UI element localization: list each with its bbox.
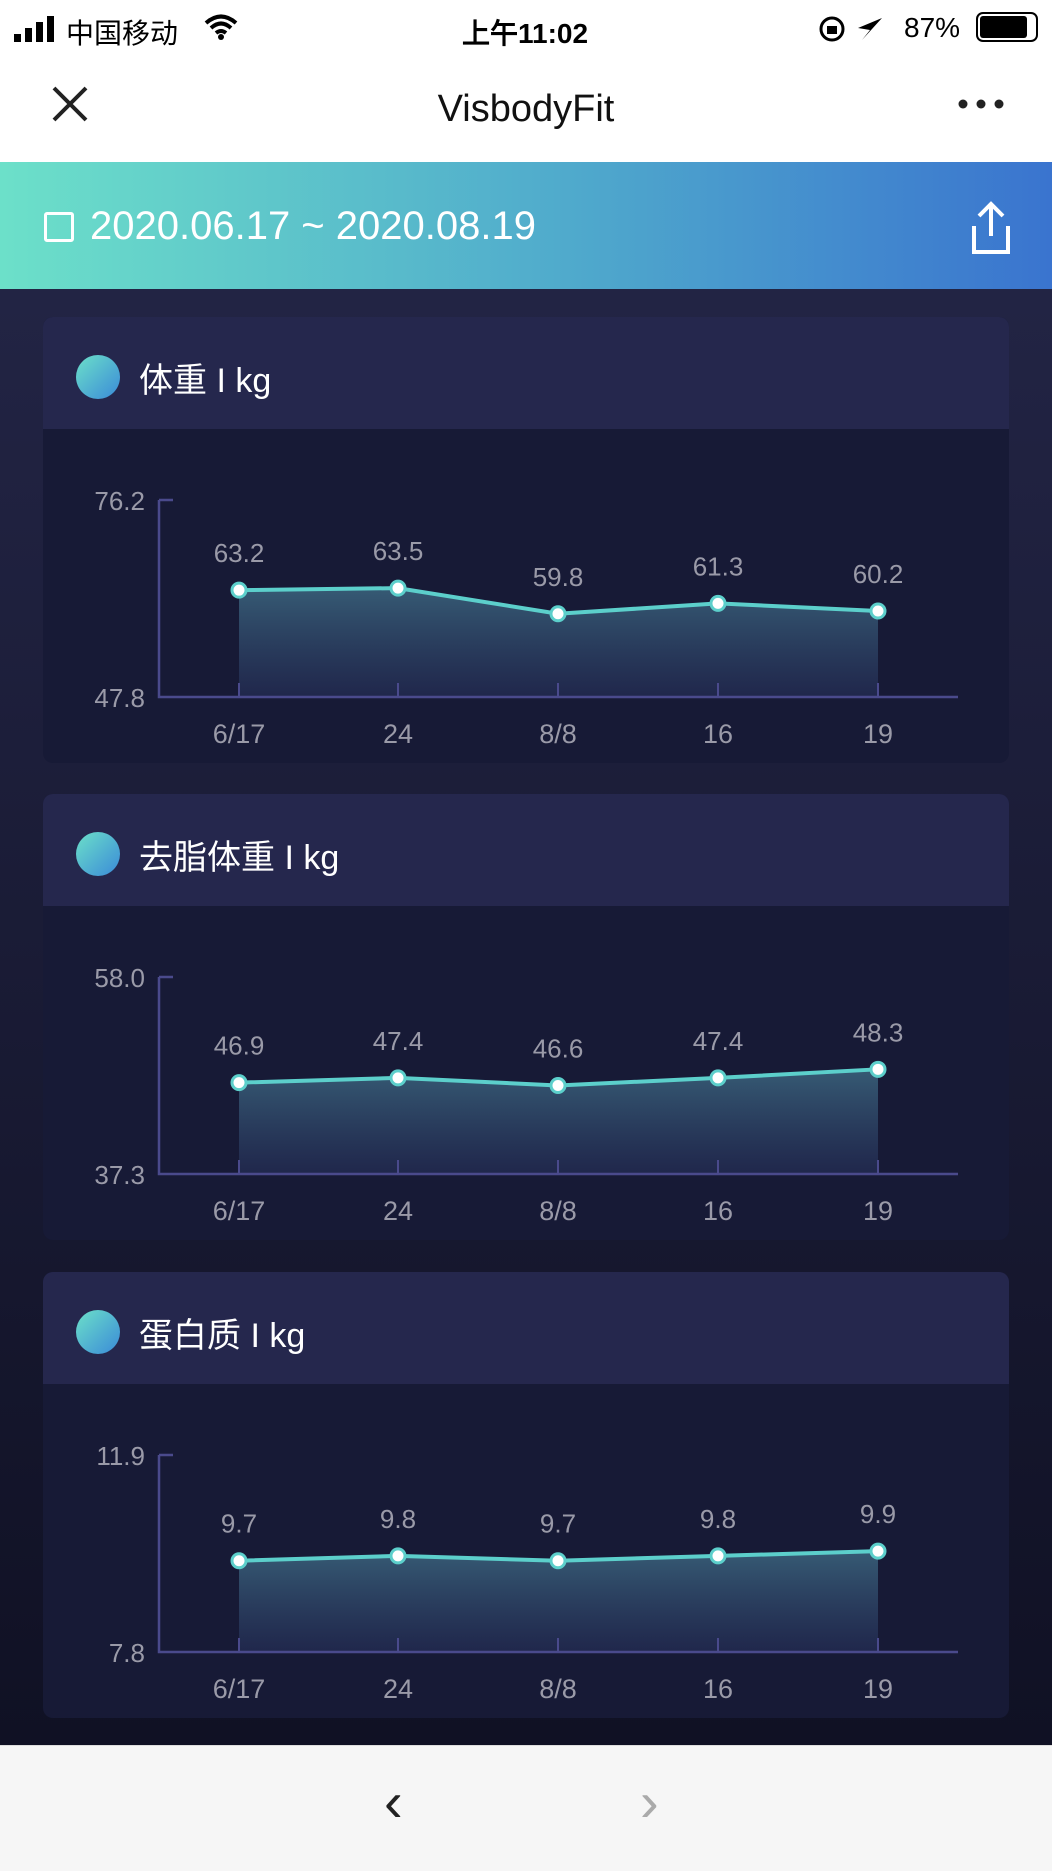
data-point <box>869 1060 887 1078</box>
data-point <box>389 1547 407 1565</box>
x-tick-label: 24 <box>383 719 413 749</box>
molecule-icon <box>76 1310 120 1354</box>
x-tick-label: 8/8 <box>539 1196 577 1226</box>
more-icon[interactable] <box>958 84 1004 124</box>
x-tick-label: 19 <box>863 1674 893 1704</box>
lean-mass-card: 去脂体重 I kg 58.0 37.3 46.9 6/17 47.4 24 46.6 8/8 4… <box>43 794 1009 1240</box>
signal-icon <box>14 16 54 42</box>
data-point <box>549 605 567 623</box>
data-point <box>549 1552 567 1570</box>
x-tick-label: 6/17 <box>213 719 266 749</box>
calendar-icon[interactable] <box>44 212 74 242</box>
y-tick-label: 76.2 <box>94 486 145 516</box>
data-point <box>709 1547 727 1565</box>
y-tick-label: 11.9 <box>96 1441 145 1471</box>
status-bar: 中国移动 上午11:02 87% <box>0 0 1052 60</box>
data-label: 47.4 <box>693 1026 744 1056</box>
card-title: 去脂体重 I kg <box>139 839 340 877</box>
data-label: 63.5 <box>373 536 424 566</box>
data-point <box>389 1069 407 1087</box>
data-label: 9.7 <box>221 1509 257 1539</box>
weight-card: 体重 I kg 76.2 47.8 63.2 6/17 63.5 24 59.8 8/8 61.… <box>43 317 1009 763</box>
area-fill <box>239 588 878 697</box>
data-label: 63.2 <box>214 538 265 568</box>
data-label: 59.8 <box>533 562 584 592</box>
data-label: 9.8 <box>380 1504 416 1534</box>
data-label: 60.2 <box>853 559 904 589</box>
data-point <box>230 1074 248 1092</box>
x-tick-label: 6/17 <box>213 1196 266 1226</box>
date-range-banner: 2020.06.17 ~ 2020.08.19 <box>0 162 1052 289</box>
chart-svg: 58.0 37.3 46.9 6/17 47.4 24 46.6 8/8 47.4 16 48.3 1… <box>94 963 958 1226</box>
x-tick-label: 16 <box>703 719 733 749</box>
axis-lines <box>157 975 958 1176</box>
axis-lines <box>157 1453 958 1654</box>
bottom-toolbar: ‹ › <box>0 1745 1052 1871</box>
data-point <box>230 1552 248 1570</box>
share-icon[interactable] <box>966 200 1016 256</box>
x-tick-label: 8/8 <box>539 1674 577 1704</box>
close-icon[interactable] <box>50 84 90 124</box>
area-fill <box>239 1069 878 1174</box>
y-tick-label: 7.8 <box>109 1638 145 1668</box>
data-point <box>709 1069 727 1087</box>
x-tick-label: 19 <box>863 719 893 749</box>
data-label: 9.9 <box>860 1499 896 1529</box>
data-label: 47.4 <box>373 1026 424 1056</box>
page-title: VisbodyFit <box>437 88 615 130</box>
battery-percent: 87% <box>904 12 961 43</box>
charts-area: 体重 I kg 76.2 47.8 63.2 6/17 63.5 24 59.8 8/8 61.… <box>0 289 1052 1745</box>
x-tick-label: 8/8 <box>539 719 577 749</box>
y-tick-label: 37.3 <box>94 1160 145 1190</box>
scale-icon <box>76 355 120 399</box>
nav-bar: VisbodyFit <box>0 60 1052 162</box>
axis-lines <box>157 498 958 699</box>
scale-icon <box>76 832 120 876</box>
y-tick-label: 58.0 <box>94 963 145 993</box>
data-point <box>389 579 407 597</box>
x-tick-label: 16 <box>703 1196 733 1226</box>
protein-card: 蛋白质 I kg 11.9 7.8 9.7 6/17 9.8 24 9.7 8/8 9.8 16 9… <box>43 1272 1009 1718</box>
card-title: 体重 I kg <box>139 362 272 400</box>
data-label: 48.3 <box>853 1017 904 1047</box>
area-fill <box>239 1551 878 1652</box>
data-point <box>869 602 887 620</box>
date-range[interactable]: 2020.06.17 ~ 2020.08.19 <box>90 204 536 248</box>
forward-button[interactable]: › <box>640 1770 659 1833</box>
data-point <box>869 1542 887 1560</box>
data-point <box>709 594 727 612</box>
battery-icon <box>976 12 1038 42</box>
data-point <box>230 581 248 599</box>
carrier: 中国移动 <box>66 18 179 49</box>
x-tick-label: 24 <box>383 1674 413 1704</box>
chart-svg: 76.2 47.8 63.2 6/17 63.5 24 59.8 8/8 61.3 16 60.2 1… <box>94 486 958 749</box>
back-button[interactable]: ‹ <box>384 1770 403 1833</box>
x-tick-label: 6/17 <box>213 1674 266 1704</box>
x-tick-label: 16 <box>703 1674 733 1704</box>
data-label: 46.9 <box>214 1031 265 1061</box>
data-label: 61.3 <box>693 551 744 581</box>
x-tick-label: 19 <box>863 1196 893 1226</box>
clock: 上午11:02 <box>462 18 589 49</box>
data-label: 9.7 <box>540 1509 576 1539</box>
rotation-lock-icon <box>819 16 882 42</box>
y-tick-label: 47.8 <box>94 683 145 713</box>
card-title: 蛋白质 I kg <box>139 1317 306 1355</box>
x-tick-label: 24 <box>383 1196 413 1226</box>
data-label: 9.8 <box>700 1504 736 1534</box>
wifi-icon <box>204 14 238 40</box>
data-label: 46.6 <box>533 1033 584 1063</box>
data-point <box>549 1076 567 1094</box>
chart-svg: 11.9 7.8 9.7 6/17 9.8 24 9.7 8/8 9.8 16 9.9 19 <box>96 1441 958 1704</box>
